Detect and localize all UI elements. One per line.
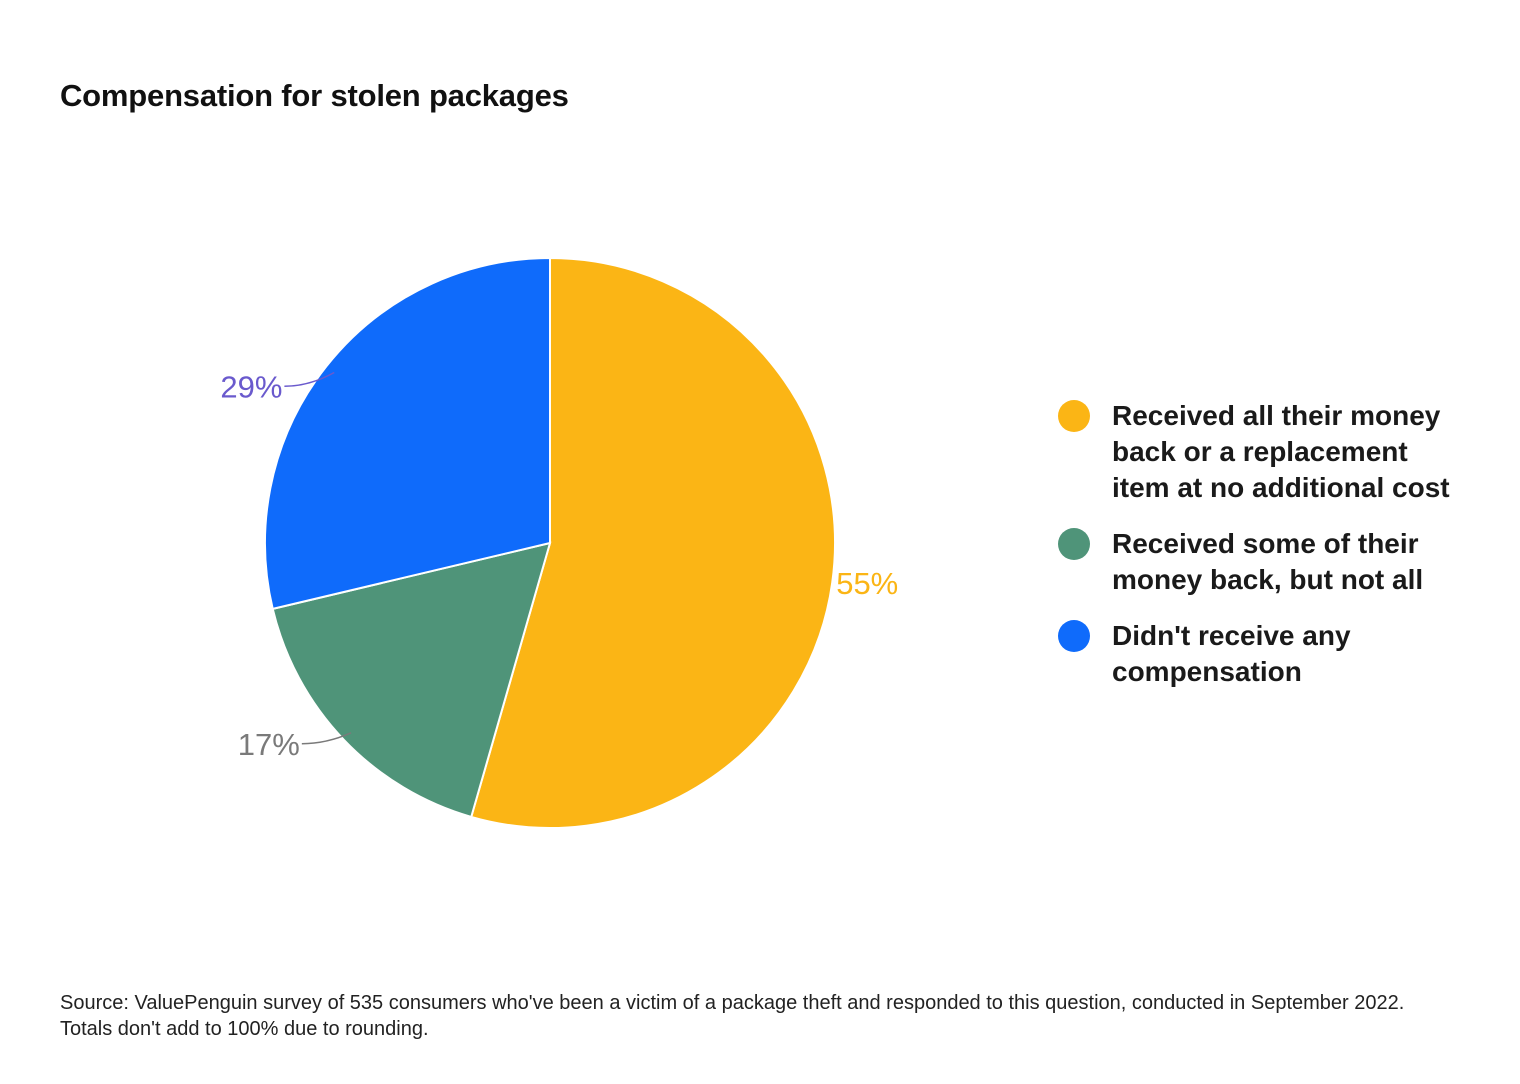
legend-item-full-refund: Received all their money back or a repla…: [1058, 398, 1498, 506]
chart-title: Compensation for stolen packages: [60, 78, 569, 113]
legend-swatch-no-compensation: [1058, 620, 1090, 652]
legend-swatch-partial-refund: [1058, 528, 1090, 560]
pie-slice-partial-refund: [271, 541, 552, 819]
legend-label-full-refund: Received all their money back or a repla…: [1112, 400, 1450, 503]
legend-label-no-compensation: Didn't receive any compensation: [1112, 620, 1351, 687]
legend-swatch-full-refund: [1058, 400, 1090, 432]
legend-item-no-compensation: Didn't receive any compensation: [1058, 618, 1498, 690]
legend-label-partial-refund: Received some of their money back, but n…: [1112, 528, 1424, 595]
pie-label-no-compensation: 29%: [220, 369, 282, 404]
legend: Received all their money back or a repla…: [1058, 398, 1498, 710]
pie-slice-no-compensation: [264, 256, 551, 611]
source-note: Source: ValuePenguin survey of 535 consu…: [60, 992, 1405, 1040]
pie-label-full-refund: 55%: [836, 566, 898, 601]
legend-item-partial-refund: Received some of their money back, but n…: [1058, 526, 1498, 598]
leader-line-partial-refund: [301, 732, 352, 745]
pie-slice-full-refund: [470, 256, 836, 829]
pie-label-partial-refund: 17%: [238, 727, 300, 762]
leader-line-no-compensation: [284, 371, 335, 388]
